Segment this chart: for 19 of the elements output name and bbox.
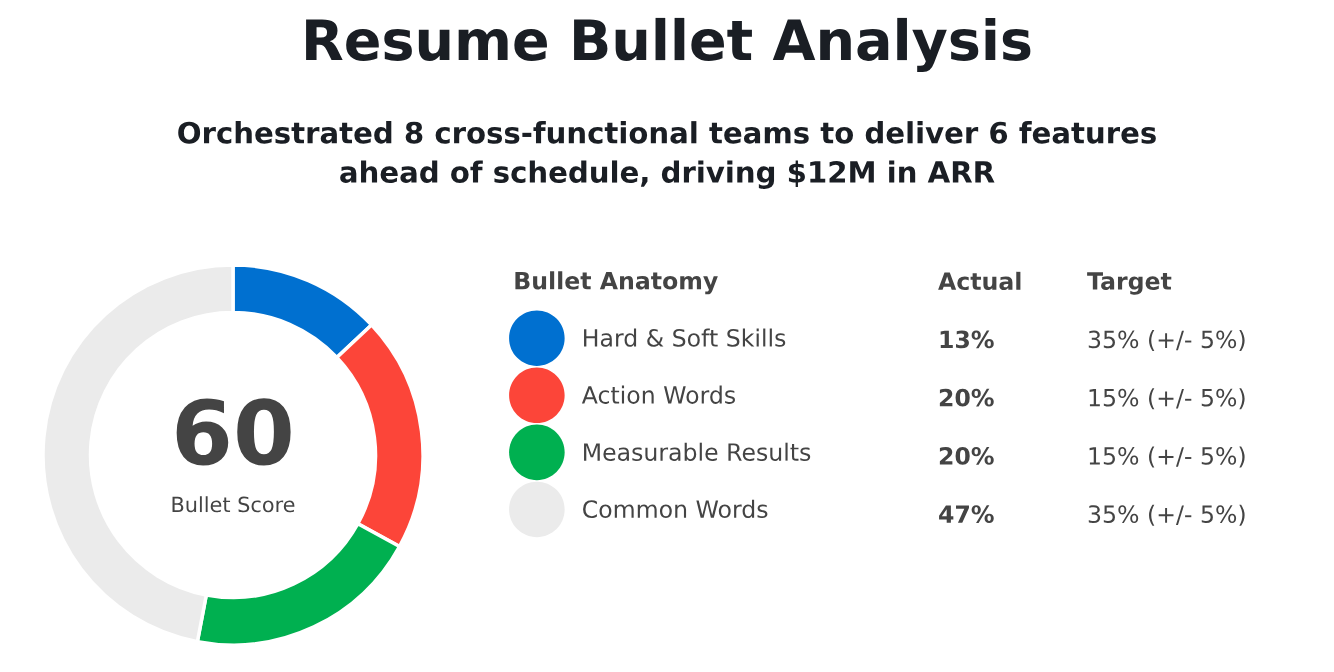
data-label: 20% [939, 446, 994, 465]
text: Actual [938, 271, 1021, 291]
legend-label: Common Words [583, 499, 768, 519]
legend-title: Bullet Anatomy [515, 271, 718, 295]
legend-label: Hard & Soft Skills [584, 328, 786, 347]
text: 60 [176, 398, 291, 466]
text: 35% (+/- 5%) [1088, 504, 1245, 526]
data-label: 47% [939, 505, 994, 524]
text: Bullet Score [172, 496, 295, 513]
chart-subtitle: Orchestrated 8 cross-functional teams to deliver 6 features ahead of schedule, driving $12M in ARR [178, 121, 1156, 189]
legend-label: Action Words [581, 385, 736, 404]
data-label: 13% [940, 330, 994, 349]
chart-title: Resume Bullet Analysis [306, 17, 1031, 73]
legend-label: Measurable Results [584, 442, 811, 461]
text: 15% (+/- 5%) [1089, 388, 1245, 410]
text: Target [1087, 272, 1172, 295]
text: 35% (+/- 5%) [1088, 330, 1245, 352]
text: 15% (+/- 5%) [1089, 446, 1245, 468]
data-label: 20% [939, 388, 994, 407]
